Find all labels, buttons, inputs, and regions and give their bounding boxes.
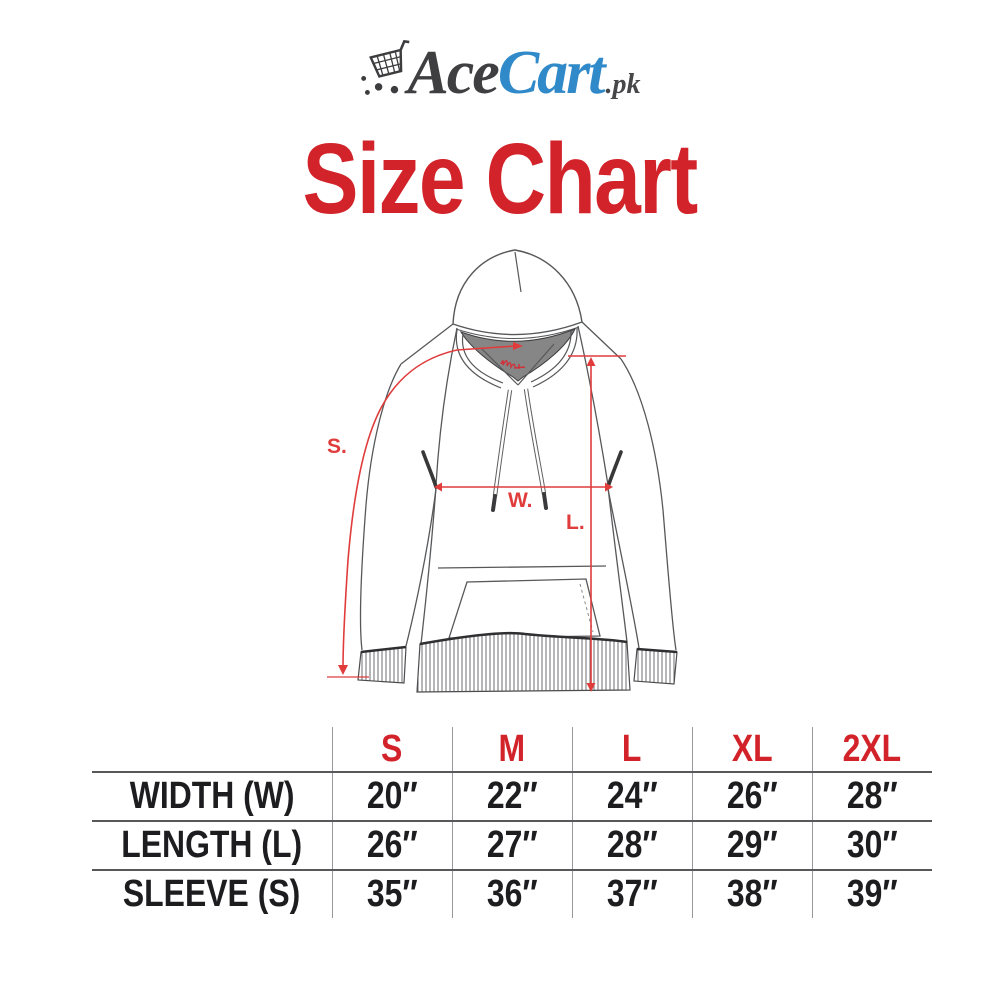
row-label-cell: WIDTH (W) (92, 772, 332, 822)
size-table: S M L XL 2XL WIDTH (W) 20″ 22″ 24″ 26″ 2… (92, 727, 932, 918)
table-row-width: WIDTH (W) 20″ 22″ 24″ 26″ 28″ (92, 772, 932, 822)
size-cell: 27″ (451, 821, 572, 871)
hoodie-body-outline (359, 321, 677, 651)
length-measure-label: L. (566, 511, 585, 534)
size-value: 24″ (606, 775, 658, 817)
size-value: 37″ (606, 873, 658, 915)
size-value: 35″ (366, 873, 418, 915)
size-table-header-row: S M L XL 2XL (92, 727, 932, 773)
size-cell: 20″ (331, 772, 452, 822)
size-value: 30″ (846, 824, 898, 866)
size-header-2xl: 2XL (811, 727, 932, 773)
drawstrings (491, 388, 548, 512)
size-cell: 38″ (691, 870, 812, 918)
size-cell: 37″ (571, 870, 692, 918)
sleeve-measure-label: S. (327, 435, 347, 458)
size-cell: 36″ (451, 870, 572, 918)
row-label: SLEEVE (S) (123, 873, 301, 915)
size-cell: 30″ (811, 821, 932, 871)
hem-band (416, 631, 631, 693)
size-value: 26″ (366, 824, 418, 866)
size-header-label: M (498, 727, 526, 770)
row-label-cell: LENGTH (L) (92, 821, 332, 871)
size-value: 36″ (486, 873, 538, 915)
size-cell: 24″ (571, 772, 692, 822)
brand-wordmark: Ace Cart .pk (407, 42, 640, 104)
size-cell: 28″ (571, 821, 692, 871)
hood-brand-signature (500, 360, 526, 370)
row-label-cell: SLEEVE (S) (92, 870, 332, 918)
size-value: 38″ (726, 873, 778, 915)
size-value: 27″ (486, 824, 538, 866)
hood (452, 249, 583, 389)
size-header-blank (92, 727, 332, 773)
brand-domain-suffix: .pk (605, 69, 641, 100)
size-cell: 39″ (811, 870, 932, 918)
size-header-m: M (451, 727, 572, 773)
size-cell: 29″ (691, 821, 812, 871)
size-cell: 26″ (331, 821, 452, 871)
size-header-label: L (622, 727, 642, 770)
size-value: 39″ (846, 873, 898, 915)
size-header-label: XL (731, 727, 773, 770)
width-measure-label: W. (508, 489, 533, 512)
row-label: LENGTH (L) (121, 824, 303, 866)
size-cell: 26″ (691, 772, 812, 822)
size-header-label: 2XL (842, 727, 902, 770)
size-value: 28″ (846, 775, 898, 817)
cuffs (357, 645, 678, 685)
brand-logo: Ace Cart .pk (0, 40, 1000, 104)
size-value: 26″ (726, 775, 778, 817)
title-block: Size Chart (0, 128, 1000, 230)
kangaroo-pocket (448, 578, 601, 639)
size-value: 22″ (486, 775, 538, 817)
hoodie-illustration: S. W. L. (327, 249, 678, 693)
size-value: 29″ (726, 824, 778, 866)
size-header-s: S (331, 727, 452, 773)
size-header-l: L (571, 727, 692, 773)
row-label: WIDTH (W) (129, 775, 295, 817)
shopping-cart-icon (361, 40, 410, 95)
brand-suffix: Cart (497, 39, 606, 107)
table-row-sleeve: SLEEVE (S) 35″ 36″ 37″ 38″ 39″ (92, 870, 932, 918)
table-row-length: LENGTH (L) 26″ 27″ 28″ 29″ 30″ (92, 821, 932, 871)
hood-lining (459, 328, 576, 382)
measurement-annotations: S. W. L. (327, 342, 626, 692)
size-cell: 28″ (811, 772, 932, 822)
size-header-label: S (381, 727, 403, 770)
size-value: 20″ (366, 775, 418, 817)
size-cell: 22″ (451, 772, 572, 822)
size-header-xl: XL (691, 727, 812, 773)
size-cell: 35″ (331, 870, 452, 918)
brand-prefix: Ace (407, 39, 499, 107)
page-title: Size Chart (303, 123, 699, 235)
size-value: 28″ (606, 824, 658, 866)
